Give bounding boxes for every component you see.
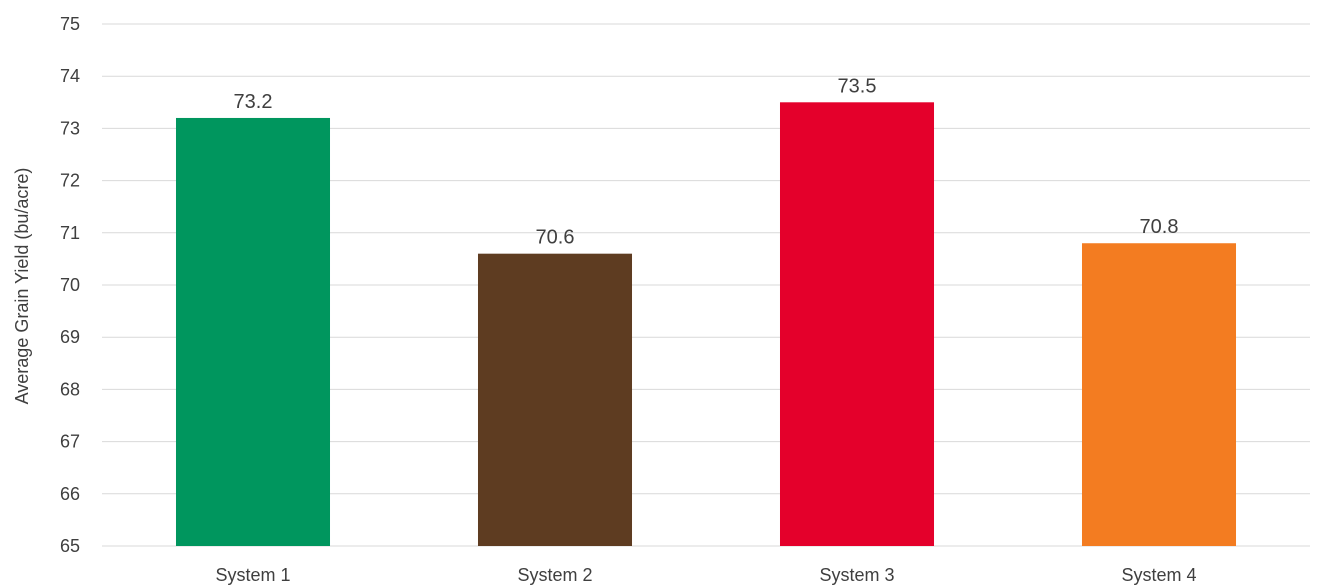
y-tick-label: 73	[60, 118, 80, 138]
y-tick-label: 74	[60, 66, 80, 86]
bar-system-4	[1081, 243, 1237, 547]
y-tick-label: 71	[60, 223, 80, 243]
data-labels: 73.2 70.6 73.5 70.8	[234, 75, 1179, 248]
bar-system-3	[779, 102, 935, 547]
x-tick-label: System 1	[215, 565, 290, 585]
y-tick-label: 65	[60, 536, 80, 556]
data-label: 73.2	[234, 91, 273, 113]
y-axis-title: Average Grain Yield (bu/acre)	[12, 168, 32, 405]
data-label: 70.8	[1140, 216, 1179, 238]
bar-system-2	[477, 253, 633, 546]
bars	[175, 102, 1237, 547]
x-tick-label: System 3	[819, 565, 894, 585]
data-label: 70.6	[536, 227, 575, 249]
y-tick-label: 72	[60, 171, 80, 191]
y-tick-label: 69	[60, 327, 80, 347]
y-tick-label: 66	[60, 484, 80, 504]
y-tick-label: 70	[60, 275, 80, 295]
x-tick-label: System 4	[1121, 565, 1196, 585]
x-axis-ticks: System 1 System 2 System 3 System 4	[215, 565, 1196, 585]
data-label: 73.5	[838, 75, 877, 97]
x-tick-label: System 2	[517, 565, 592, 585]
y-axis-ticks: 65 66 67 68 69 70 71 72 73 74 75	[60, 14, 80, 556]
y-tick-label: 68	[60, 379, 80, 399]
bar-system-1	[175, 117, 331, 547]
y-tick-label: 67	[60, 432, 80, 452]
y-tick-label: 75	[60, 14, 80, 34]
